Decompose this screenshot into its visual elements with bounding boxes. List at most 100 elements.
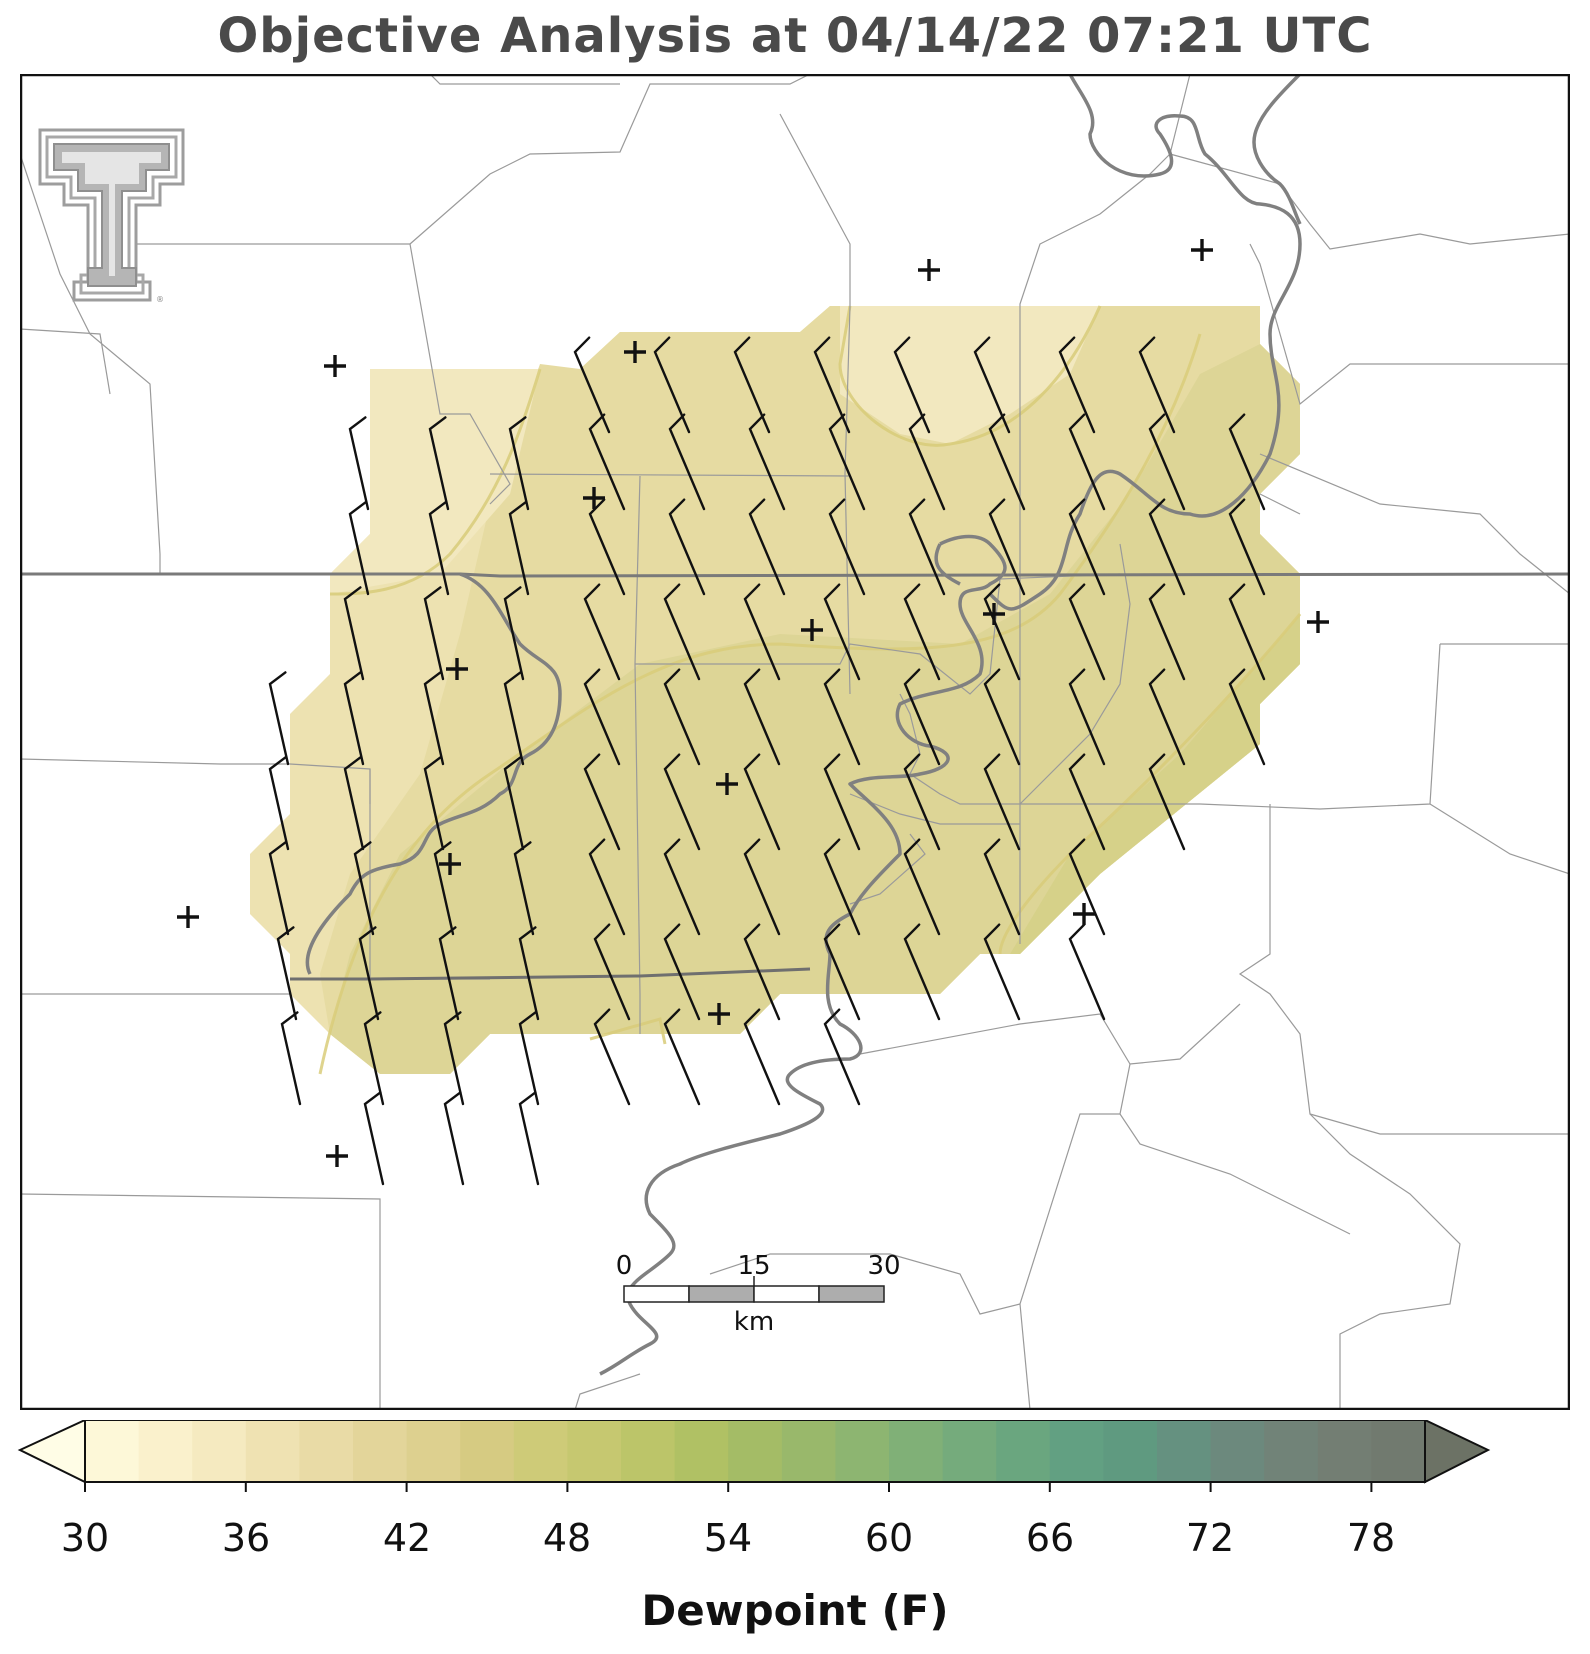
wind-barb xyxy=(583,753,621,851)
wind-barb xyxy=(503,671,525,766)
station-marker xyxy=(918,259,940,281)
wind-barb xyxy=(663,583,701,681)
colorbar-cell xyxy=(1210,1420,1265,1482)
wind-barb xyxy=(983,753,1021,851)
county-lines xyxy=(20,74,1570,1410)
colorbar-cell xyxy=(245,1420,300,1482)
wind-barb xyxy=(1148,668,1186,766)
wind-barb xyxy=(588,498,626,596)
station-marker xyxy=(983,603,1005,625)
wind-barb xyxy=(1068,838,1106,936)
colorbar-cell xyxy=(513,1420,568,1482)
colorbar-cell xyxy=(996,1420,1051,1482)
wind-barb xyxy=(443,1091,465,1186)
station-marker xyxy=(1073,903,1095,925)
colorbar-cells xyxy=(85,1420,1426,1482)
texas-tech-logo: ® xyxy=(38,128,185,304)
wind-barb xyxy=(668,498,706,596)
wind-barb xyxy=(503,586,525,681)
wind-barb xyxy=(508,501,530,596)
wind-barb xyxy=(423,671,445,766)
wind-barb xyxy=(513,841,535,936)
wind-barb xyxy=(663,838,701,936)
wind-barb xyxy=(1228,583,1266,681)
wind-barb xyxy=(823,668,861,766)
wind-barb xyxy=(268,841,290,936)
colorbar xyxy=(17,1420,1491,1492)
station-marker xyxy=(446,658,468,680)
wind-barb xyxy=(588,413,626,511)
wind-barb xyxy=(1068,923,1106,1021)
wind-barb xyxy=(423,586,445,681)
wind-barb xyxy=(828,498,866,596)
wind-barb xyxy=(1068,413,1106,511)
wind-barb xyxy=(588,838,626,936)
wind-barb xyxy=(508,416,530,511)
wind-barb xyxy=(663,753,701,851)
wind-barb xyxy=(280,1011,302,1106)
scale-tick-label: 30 xyxy=(867,1251,900,1281)
colorbar-tick-label: 36 xyxy=(221,1516,271,1560)
wind-barb xyxy=(433,841,455,936)
wind-barb xyxy=(748,498,786,596)
wind-barb xyxy=(663,1008,701,1106)
station-marker xyxy=(1307,611,1329,633)
scale-bar: 0 15 30 km xyxy=(616,1251,901,1337)
wind-barb xyxy=(573,336,611,434)
wind-barb xyxy=(743,753,781,851)
wind-barb xyxy=(348,501,370,596)
colorbar-tick-label: 30 xyxy=(60,1516,110,1560)
colorbar-cell xyxy=(353,1420,408,1482)
wind-barb xyxy=(988,498,1026,596)
colorbar-tick-label: 60 xyxy=(864,1516,914,1560)
wind-barb xyxy=(428,416,450,511)
wind-barb xyxy=(343,756,365,851)
station-marker xyxy=(801,619,823,641)
wind-barbs xyxy=(268,336,1266,1186)
wind-barb xyxy=(903,923,941,1021)
colorbar-cell xyxy=(889,1420,944,1482)
colorbar-cell xyxy=(674,1420,729,1482)
wind-barb xyxy=(276,926,298,1021)
wind-barb xyxy=(988,413,1026,511)
wind-barb xyxy=(358,926,380,1021)
wind-barb xyxy=(908,498,946,596)
station-marker xyxy=(177,906,199,928)
colorbar-cell xyxy=(1317,1420,1372,1482)
wind-barb xyxy=(1228,413,1266,511)
wind-barb xyxy=(813,336,851,434)
colorbar-cell xyxy=(781,1420,836,1482)
colorbar-cell xyxy=(192,1420,247,1482)
dewpoint-region-36-west xyxy=(330,369,540,594)
station-marker xyxy=(624,341,646,363)
wind-barb xyxy=(903,838,941,936)
wind-barb xyxy=(1148,413,1186,511)
scale-tick-label: 15 xyxy=(737,1251,770,1281)
river-lines xyxy=(305,74,1302,1376)
wind-barb xyxy=(823,753,861,851)
wind-barb xyxy=(583,583,621,681)
wind-barb xyxy=(1148,583,1186,681)
wind-barb xyxy=(903,583,941,681)
wind-barb xyxy=(983,838,1021,936)
station-marker xyxy=(1191,239,1213,261)
state-border-south xyxy=(290,967,811,981)
wind-barb xyxy=(348,416,370,511)
station-marker xyxy=(439,853,461,875)
station-marker xyxy=(716,773,738,795)
scale-segment xyxy=(818,1285,885,1303)
wind-barb xyxy=(1148,753,1186,851)
wind-barb xyxy=(1058,336,1096,434)
colorbar-cell xyxy=(621,1420,676,1482)
wind-barb xyxy=(1068,668,1106,766)
scale-segment xyxy=(623,1285,690,1303)
colorbar-cell xyxy=(942,1420,997,1482)
station-marker xyxy=(708,1003,730,1025)
station-marker xyxy=(326,1145,348,1167)
wind-barb xyxy=(1068,498,1106,596)
wind-barb xyxy=(743,583,781,681)
colorbar-title: Dewpoint (F) xyxy=(641,1586,949,1635)
colorbar-tick-label: 78 xyxy=(1346,1516,1396,1560)
wind-barb xyxy=(363,1091,385,1186)
wind-barb xyxy=(593,1008,631,1106)
